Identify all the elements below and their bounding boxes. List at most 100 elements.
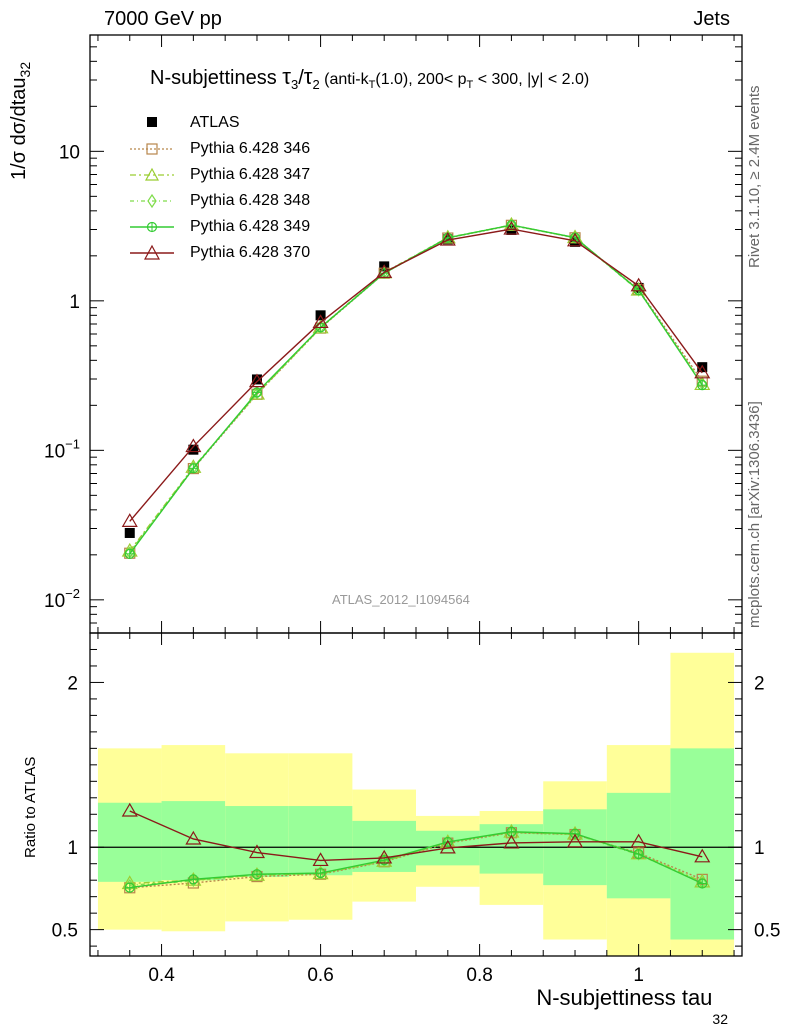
data-point-0: [697, 362, 708, 373]
y-axis-label-sub: 32: [17, 61, 33, 78]
x-axis-label: N-subjettiness tau32: [536, 985, 728, 1027]
data-point-3: [252, 387, 262, 400]
chart-title-rest1: (anti-k: [319, 71, 369, 88]
chart-title-subT2: T: [466, 79, 474, 92]
x-axis-label-sub: 32: [712, 1011, 728, 1027]
ratio-point-4: [185, 830, 202, 845]
ratio-y-tick-label: 0.5: [52, 921, 78, 942]
data-point-4: [251, 387, 263, 398]
legend: ATLAS Pythia 6.428 346 Pythia 6.428 347 …: [130, 110, 310, 266]
ratio-line-3: [129, 831, 703, 889]
data-point-5: [630, 277, 647, 292]
ratio-point-4: [503, 834, 520, 849]
data-point-5: [439, 231, 456, 246]
chart-title-sub2: 2: [312, 77, 320, 92]
data-point-5: [503, 220, 520, 235]
x-tick-label: 0.4: [148, 965, 175, 986]
ratio-band-inner: [288, 806, 353, 876]
ratio-y-tick-label-right: 1: [754, 838, 765, 859]
chart-title: N-subjettiness τ3/τ2 (anti-kT(1.0), 200<…: [150, 64, 589, 92]
header-right: Jets: [693, 8, 730, 30]
data-point-4: [124, 548, 135, 559]
ratio-point-2: [315, 867, 326, 880]
x-tick-label: 0.6: [307, 965, 333, 986]
ratio-point-3: [315, 868, 326, 879]
legend-entry: Pythia 6.428 347: [130, 162, 310, 188]
ratio-point-2: [570, 828, 580, 841]
ratio-band-inner: [670, 748, 735, 940]
series-line-3: [129, 224, 703, 553]
legend-entry: Pythia 6.428 349: [130, 214, 310, 240]
ratio-point-3: [188, 874, 199, 885]
legend-label: Pythia 6.428 348: [190, 192, 311, 209]
legend-label: Pythia 6.428 349: [190, 218, 311, 235]
ratio-point-3: [124, 882, 135, 893]
ratio-point-3: [251, 869, 263, 880]
data-point-5: [312, 314, 329, 329]
y-axis-label-main: 1/σ dσ/dtau32: [8, 62, 33, 180]
data-point-3: [570, 231, 580, 244]
data-point-5: [376, 264, 393, 278]
mcplots-label: mcplots.cern.ch [arXiv:1306.3436]: [746, 401, 763, 628]
ratio-band-inner: [97, 802, 162, 882]
chart-title-rest3: < 300, |y| < 2.0): [473, 71, 590, 88]
data-point-5: [694, 364, 711, 379]
ratio-point-2: [252, 868, 262, 881]
ratio-band-inner: [161, 801, 226, 881]
ratio-point-4: [248, 844, 266, 859]
legend-entry: Pythia 6.428 370: [130, 240, 310, 266]
data-point-5: [248, 373, 266, 388]
x-tick-label: 0.8: [466, 965, 492, 986]
rivet-version-label: Rivet 3.1.10, ≥ 2.4M events: [746, 85, 763, 269]
legend-symbol-347: [130, 167, 174, 181]
data-point-5: [121, 513, 138, 527]
ratio-point-4: [312, 852, 329, 867]
y-tick-label: 10: [59, 142, 80, 163]
legend-entry: Pythia 6.428 348: [130, 188, 310, 214]
data-point-4: [188, 463, 199, 474]
legend-symbol-348: [130, 193, 174, 209]
ratio-y-tick-label-right: 2: [754, 673, 765, 694]
chart-title-sub3: 3: [290, 77, 299, 92]
legend-symbol-atlas: [147, 117, 157, 127]
legend-label: Pythia 6.428 346: [190, 140, 311, 157]
legend-label: Pythia 6.428 347: [190, 166, 311, 183]
ratio-point-4: [121, 802, 138, 817]
legend-entry: Pythia 6.428 346: [130, 136, 310, 162]
ratio-band-inner: [606, 792, 671, 899]
ratio-y-tick-label: 2: [67, 673, 78, 694]
ratio-band-inner: [225, 806, 289, 877]
legend-symbol-349: [130, 221, 174, 233]
chart-title-slash: /: [298, 67, 304, 89]
ratio-point-4: [566, 833, 584, 848]
chart-title-tau2: τ: [303, 64, 313, 89]
chart-title-subT1: T: [368, 79, 376, 92]
legend-entry: ATLAS: [130, 110, 310, 136]
legend-symbol-370: [130, 244, 174, 260]
x-tick-label: 1: [633, 965, 644, 986]
ratio-point-3: [633, 849, 644, 860]
data-point-5: [566, 232, 584, 247]
series-line-2: [129, 224, 703, 552]
legend-label: Pythia 6.428 370: [190, 244, 311, 261]
x-axis-label-text: N-subjettiness tau: [536, 985, 713, 1010]
y-tick-label: 10−1: [44, 436, 80, 462]
ratio-point-4: [630, 833, 647, 848]
ratio-point-4: [439, 839, 456, 854]
chart-title-rest2: (1.0), 200< p: [375, 71, 467, 88]
legend-label: ATLAS: [190, 114, 240, 131]
series-line-4: [129, 224, 703, 555]
y-axis-label-ratio: Ratio to ATLAS: [22, 756, 39, 858]
data-point-4: [697, 380, 708, 391]
chart-title-tau3: τ: [282, 64, 291, 89]
ratio-point-4: [694, 848, 711, 863]
y-tick-label: 10−2: [44, 586, 80, 612]
ratio-y-tick-label-right: 0.5: [754, 921, 780, 942]
legend-symbol-346: [130, 143, 174, 155]
y-axis-label-text: 1/σ dσ/dtau: [8, 77, 30, 180]
analysis-watermark: ATLAS_2012_I1094564: [332, 592, 470, 607]
ratio-y-tick-label: 1: [67, 838, 78, 859]
ratio-line-4: [129, 810, 703, 862]
y-tick-label: 1: [69, 292, 80, 313]
